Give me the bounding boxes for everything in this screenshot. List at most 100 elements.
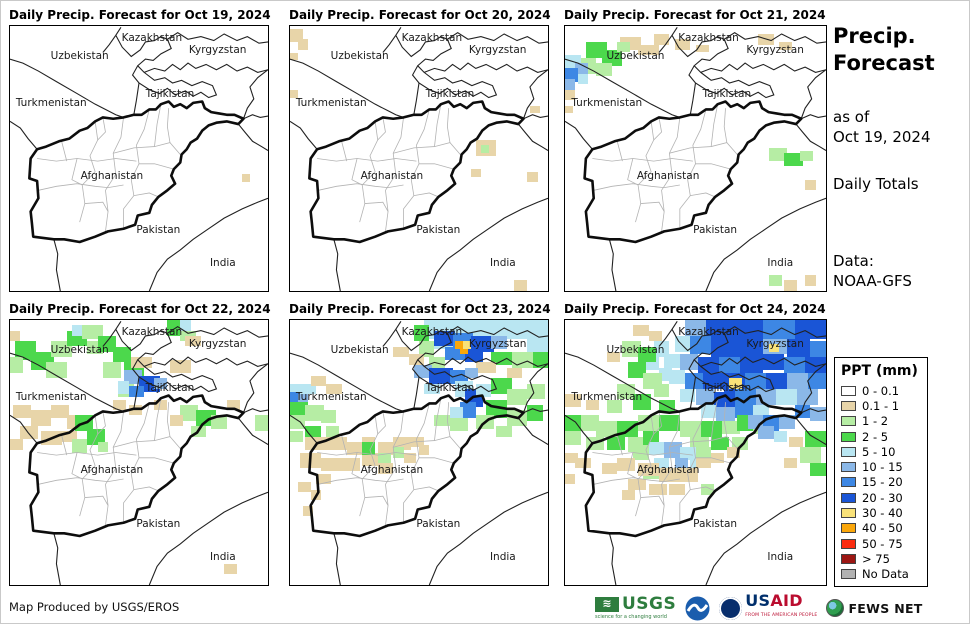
precip-cell <box>653 457 670 469</box>
precip-cell <box>506 367 523 379</box>
panel-title: Daily Precip. Forecast for Oct 23, 2024 <box>289 302 551 316</box>
country-labels: Kazakhstan Kyrgyzstan Uzbekistan Tajikistan… <box>565 320 826 585</box>
precip-cell <box>648 330 662 342</box>
precip-cell <box>408 354 425 366</box>
precip-cell <box>763 354 785 371</box>
precip-cell <box>320 457 342 472</box>
country-label-uzbekistan: Uzbekistan <box>330 50 389 63</box>
precip-cell <box>346 441 365 456</box>
country-label-turkmenistan: Turkmenistan <box>15 96 87 109</box>
precip-cell <box>638 346 657 363</box>
usgs-tagline: science for a changing world <box>595 614 667 620</box>
precip-cell <box>154 378 168 389</box>
precip-cell <box>195 410 217 426</box>
precip-cell <box>224 563 238 575</box>
precip-cell <box>669 370 686 384</box>
country-borders <box>10 320 268 585</box>
usgs-wordmark: USGS <box>622 594 677 614</box>
precip-cell <box>779 415 795 429</box>
legend-title: PPT (mm) <box>841 363 918 379</box>
precip-cell <box>575 457 592 469</box>
country-label-afghanistan: Afghanistan <box>80 463 144 476</box>
precip-cell <box>648 441 667 456</box>
precip-cell <box>511 351 533 368</box>
precip-cell <box>377 463 394 474</box>
precip-cell <box>734 404 753 419</box>
precip-cell <box>305 404 324 421</box>
legend-row: 30 - 40 <box>841 505 921 520</box>
country-label-pakistan: Pakistan <box>693 224 738 237</box>
forecast-panel-oct-20: Daily Precip. Forecast for Oct 20, 2024 <box>289 5 551 292</box>
precip-cell <box>403 452 417 464</box>
precip-cell <box>51 341 72 358</box>
country-label-india: India <box>767 551 794 564</box>
precip-cell <box>768 343 780 352</box>
precip-cell <box>462 341 471 350</box>
precip-cell <box>658 367 672 381</box>
country-label-pakistan: Pakistan <box>136 518 181 531</box>
precip-cell <box>290 431 303 442</box>
precip-cell <box>695 457 712 469</box>
precip-cell <box>810 463 826 477</box>
precip-cell <box>565 105 573 114</box>
forecast-panel-oct-21: Daily Precip. Forecast for Oct 21, 2024 <box>564 5 827 292</box>
country-label-pakistan: Pakistan <box>416 224 461 237</box>
precip-cell <box>491 378 512 395</box>
legend-label: 0 - 0.1 <box>862 383 900 398</box>
forecast-map: Kazakhstan Kyrgyzstan Uzbekistan Tajikistan… <box>9 25 269 292</box>
figure-title: Precip. Forecast <box>833 23 935 77</box>
country-label-india: India <box>209 551 236 564</box>
country-label-kyrgyzstan: Kyrgyzstan <box>746 43 804 56</box>
precip-cell <box>565 68 579 82</box>
country-label-kazakhstan: Kazakhstan <box>121 325 183 338</box>
country-borders <box>565 26 826 291</box>
country-label-uzbekistan: Uzbekistan <box>50 344 109 357</box>
precip-cell <box>737 338 764 358</box>
data-source-value: NOAA-GFS <box>833 272 912 290</box>
legend-label: 15 - 20 <box>862 475 903 490</box>
legend-swatch <box>841 477 856 488</box>
precip-cell <box>527 171 538 183</box>
precip-cell <box>154 399 168 411</box>
precip-cell <box>622 489 636 501</box>
precip-cell <box>664 441 683 458</box>
data-source-label: Data: <box>833 252 874 270</box>
country-label-kyrgyzstan: Kyrgyzstan <box>468 43 527 56</box>
precip-cell <box>297 481 311 493</box>
country-label-kazakhstan: Kazakhstan <box>401 31 463 44</box>
forecast-panel-oct-19: Daily Precip. Forecast for Oct 19, 2024 <box>9 5 271 292</box>
country-label-kazakhstan: Kazakhstan <box>121 31 183 44</box>
legend-label: 1 - 2 <box>862 414 889 429</box>
precip-cell <box>496 426 512 437</box>
precip-cell <box>716 407 735 421</box>
precip-cell <box>622 341 641 358</box>
legend-swatch <box>841 400 856 411</box>
precip-cell <box>786 338 811 358</box>
precip-cell <box>475 362 497 373</box>
precip-cell <box>685 373 704 389</box>
precip-cell <box>679 468 699 482</box>
precip-cell <box>580 415 599 432</box>
legend-swatch <box>841 462 856 473</box>
forecast-panel-oct-24: Daily Precip. Forecast for Oct 24, 2024 <box>564 299 827 586</box>
precip-cell <box>653 383 670 397</box>
precip-cell <box>20 426 39 440</box>
precip-cell <box>648 484 667 495</box>
legend-swatch <box>841 553 856 564</box>
precip-cell <box>773 431 787 442</box>
precip-cell <box>506 320 548 339</box>
precip-cell <box>290 415 306 429</box>
precip-cell <box>664 354 680 368</box>
precip-cell <box>768 275 782 286</box>
country-label-uzbekistan: Uzbekistan <box>606 50 665 63</box>
country-label-kyrgyzstan: Kyrgyzstan <box>468 337 527 350</box>
forecast-map: Kazakhstan Kyrgyzstan Uzbekistan Tajikistan… <box>9 319 269 586</box>
precip-cell <box>305 426 321 437</box>
precip-cell <box>491 335 507 350</box>
precip-layer <box>290 26 548 291</box>
legend-label: 40 - 50 <box>862 521 903 536</box>
legend-swatch <box>841 431 856 442</box>
precip-cell <box>169 359 191 373</box>
precip-cell <box>480 145 489 154</box>
precip-cell <box>362 452 381 466</box>
